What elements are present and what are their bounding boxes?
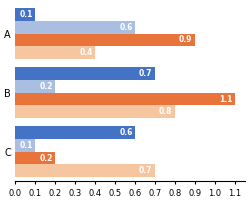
Bar: [15, 46, 95, 59]
Bar: [15, 105, 175, 118]
Text: 0.2: 0.2: [39, 154, 53, 163]
Text: 0.2: 0.2: [39, 82, 53, 91]
Text: 0.1: 0.1: [19, 141, 33, 150]
Text: 0.7: 0.7: [139, 69, 153, 78]
Text: 0.4: 0.4: [79, 48, 93, 57]
Text: 0.6: 0.6: [119, 128, 132, 137]
Bar: [15, 126, 135, 139]
Bar: [15, 164, 155, 177]
Text: 0.7: 0.7: [139, 166, 153, 175]
Bar: [15, 34, 195, 46]
Text: 0.1: 0.1: [19, 10, 33, 19]
Bar: [15, 21, 135, 34]
Bar: [15, 139, 35, 152]
Text: 0.8: 0.8: [159, 107, 173, 116]
Text: 0.6: 0.6: [119, 23, 132, 32]
Bar: [15, 8, 35, 21]
Bar: [15, 152, 55, 164]
Bar: [15, 67, 155, 80]
Bar: [15, 80, 55, 93]
Bar: [15, 93, 235, 105]
Text: 0.9: 0.9: [179, 36, 192, 44]
Text: 1.1: 1.1: [219, 95, 233, 103]
